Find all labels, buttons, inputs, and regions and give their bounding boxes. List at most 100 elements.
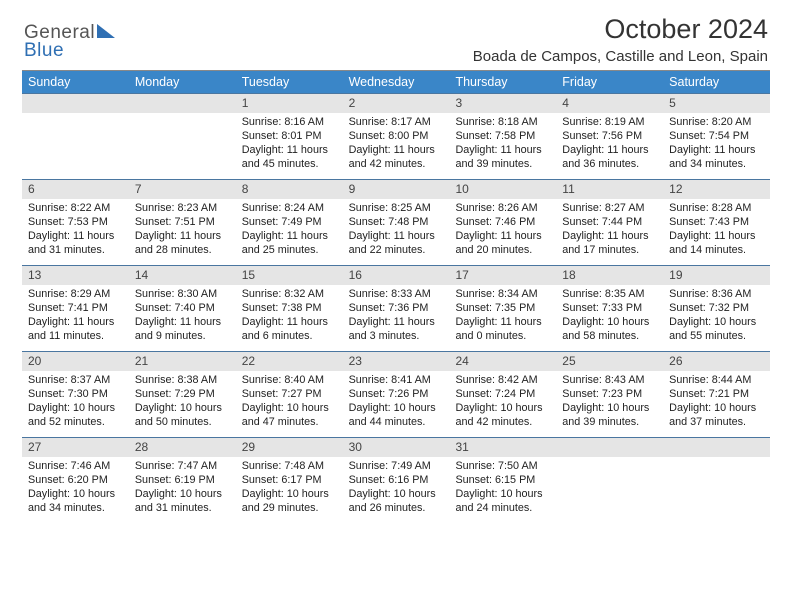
daylight-text-2: and 58 minutes. — [562, 330, 657, 344]
brand-logo: General Blue — [24, 22, 115, 66]
sunset-text: Sunset: 6:20 PM — [28, 474, 123, 488]
daylight-text-2: and 0 minutes. — [455, 330, 550, 344]
daylight-text-1: Daylight: 10 hours — [28, 488, 123, 502]
daylight-text-2: and 37 minutes. — [669, 416, 764, 430]
day-number: 27 — [22, 437, 129, 457]
calendar-cell: 20Sunrise: 8:37 AMSunset: 7:30 PMDayligh… — [22, 351, 129, 437]
daylight-text-1: Daylight: 11 hours — [135, 316, 230, 330]
day-number: 4 — [556, 93, 663, 113]
day-number: 5 — [663, 93, 770, 113]
daylight-text-1: Daylight: 11 hours — [242, 144, 337, 158]
calendar-cell: 23Sunrise: 8:41 AMSunset: 7:26 PMDayligh… — [343, 351, 450, 437]
day-body: Sunrise: 8:33 AMSunset: 7:36 PMDaylight:… — [343, 285, 450, 345]
calendar-cell: 16Sunrise: 8:33 AMSunset: 7:36 PMDayligh… — [343, 265, 450, 351]
sunrise-text: Sunrise: 8:34 AM — [455, 288, 550, 302]
daylight-text-2: and 31 minutes. — [28, 244, 123, 258]
day-number: 18 — [556, 265, 663, 285]
day-body: Sunrise: 7:50 AMSunset: 6:15 PMDaylight:… — [449, 457, 556, 517]
daylight-text-1: Daylight: 10 hours — [455, 488, 550, 502]
day-number — [556, 437, 663, 457]
daylight-text-1: Daylight: 11 hours — [242, 316, 337, 330]
sunset-text: Sunset: 6:15 PM — [455, 474, 550, 488]
calendar-week: 20Sunrise: 8:37 AMSunset: 7:30 PMDayligh… — [22, 351, 770, 437]
calendar-week: 1Sunrise: 8:16 AMSunset: 8:01 PMDaylight… — [22, 93, 770, 179]
daylight-text-1: Daylight: 11 hours — [669, 230, 764, 244]
calendar-cell: 24Sunrise: 8:42 AMSunset: 7:24 PMDayligh… — [449, 351, 556, 437]
day-body: Sunrise: 8:17 AMSunset: 8:00 PMDaylight:… — [343, 113, 450, 173]
calendar-cell: 13Sunrise: 8:29 AMSunset: 7:41 PMDayligh… — [22, 265, 129, 351]
day-number: 28 — [129, 437, 236, 457]
day-number: 9 — [343, 179, 450, 199]
daylight-text-2: and 22 minutes. — [349, 244, 444, 258]
calendar-cell: 18Sunrise: 8:35 AMSunset: 7:33 PMDayligh… — [556, 265, 663, 351]
day-body: Sunrise: 8:30 AMSunset: 7:40 PMDaylight:… — [129, 285, 236, 345]
sunset-text: Sunset: 7:44 PM — [562, 216, 657, 230]
page-header: General Blue October 2024 Boada de Campo… — [22, 18, 770, 66]
weekday-header-row: SundayMondayTuesdayWednesdayThursdayFrid… — [22, 71, 770, 93]
daylight-text-2: and 52 minutes. — [28, 416, 123, 430]
day-body: Sunrise: 8:23 AMSunset: 7:51 PMDaylight:… — [129, 199, 236, 259]
calendar-cell: 1Sunrise: 8:16 AMSunset: 8:01 PMDaylight… — [236, 93, 343, 179]
day-body: Sunrise: 8:18 AMSunset: 7:58 PMDaylight:… — [449, 113, 556, 173]
sunset-text: Sunset: 7:30 PM — [28, 388, 123, 402]
sunrise-text: Sunrise: 8:38 AM — [135, 374, 230, 388]
sunrise-text: Sunrise: 7:46 AM — [28, 460, 123, 474]
calendar-cell: 17Sunrise: 8:34 AMSunset: 7:35 PMDayligh… — [449, 265, 556, 351]
calendar-cell: 22Sunrise: 8:40 AMSunset: 7:27 PMDayligh… — [236, 351, 343, 437]
daylight-text-2: and 3 minutes. — [349, 330, 444, 344]
sunset-text: Sunset: 7:23 PM — [562, 388, 657, 402]
day-body: Sunrise: 8:41 AMSunset: 7:26 PMDaylight:… — [343, 371, 450, 431]
sunset-text: Sunset: 7:29 PM — [135, 388, 230, 402]
daylight-text-1: Daylight: 10 hours — [135, 488, 230, 502]
calendar-cell: 28 Sunrise: 7:47 AMSunset: 6:19 PMDayligh… — [129, 437, 236, 523]
day-number: 7 — [129, 179, 236, 199]
daylight-text-1: Daylight: 10 hours — [669, 402, 764, 416]
sunset-text: Sunset: 7:41 PM — [28, 302, 123, 316]
sunset-text: Sunset: 7:32 PM — [669, 302, 764, 316]
daylight-text-2: and 26 minutes. — [349, 502, 444, 516]
weekday-header: Monday — [129, 71, 236, 93]
sunrise-text: Sunrise: 7:48 AM — [242, 460, 337, 474]
day-body: Sunrise: 7:49 AMSunset: 6:16 PMDaylight:… — [343, 457, 450, 517]
daylight-text-2: and 29 minutes. — [242, 502, 337, 516]
daylight-text-2: and 39 minutes. — [562, 416, 657, 430]
calendar-cell: 5Sunrise: 8:20 AMSunset: 7:54 PMDaylight… — [663, 93, 770, 179]
daylight-text-1: Daylight: 11 hours — [455, 144, 550, 158]
daylight-text-1: Daylight: 10 hours — [669, 316, 764, 330]
location-subtitle: Boada de Campos, Castille and Leon, Spai… — [473, 48, 768, 65]
daylight-text-2: and 44 minutes. — [349, 416, 444, 430]
sunrise-text: Sunrise: 8:19 AM — [562, 116, 657, 130]
calendar-cell: 14Sunrise: 8:30 AMSunset: 7:40 PMDayligh… — [129, 265, 236, 351]
daylight-text-1: Daylight: 11 hours — [28, 230, 123, 244]
page-title: October 2024 — [604, 14, 768, 45]
sunset-text: Sunset: 7:21 PM — [669, 388, 764, 402]
sunrise-text: Sunrise: 8:35 AM — [562, 288, 657, 302]
sunrise-text: Sunrise: 8:33 AM — [349, 288, 444, 302]
weekday-header: Sunday — [22, 71, 129, 93]
calendar-cell: 3Sunrise: 8:18 AMSunset: 7:58 PMDaylight… — [449, 93, 556, 179]
daylight-text-2: and 28 minutes. — [135, 244, 230, 258]
weekday-header: Friday — [556, 71, 663, 93]
daylight-text-2: and 34 minutes. — [669, 158, 764, 172]
sunrise-text: Sunrise: 7:47 AM — [135, 460, 230, 474]
sunset-text: Sunset: 7:58 PM — [455, 130, 550, 144]
day-number: 3 — [449, 93, 556, 113]
calendar-cell: 11Sunrise: 8:27 AMSunset: 7:44 PMDayligh… — [556, 179, 663, 265]
sunrise-text: Sunrise: 8:25 AM — [349, 202, 444, 216]
day-number: 22 — [236, 351, 343, 371]
sunset-text: Sunset: 6:17 PM — [242, 474, 337, 488]
sunset-text: Sunset: 8:00 PM — [349, 130, 444, 144]
day-body: Sunrise: 7:46 AMSunset: 6:20 PMDaylight:… — [22, 457, 129, 517]
daylight-text-2: and 25 minutes. — [242, 244, 337, 258]
sunrise-text: Sunrise: 8:20 AM — [669, 116, 764, 130]
day-body: Sunrise: 8:36 AMSunset: 7:32 PMDaylight:… — [663, 285, 770, 345]
sunrise-text: Sunrise: 8:37 AM — [28, 374, 123, 388]
day-body: Sunrise: 8:29 AMSunset: 7:41 PMDaylight:… — [22, 285, 129, 345]
daylight-text-2: and 6 minutes. — [242, 330, 337, 344]
daylight-text-1: Daylight: 11 hours — [562, 230, 657, 244]
sunset-text: Sunset: 6:19 PM — [135, 474, 230, 488]
sunrise-text: Sunrise: 8:41 AM — [349, 374, 444, 388]
sunset-text: Sunset: 7:56 PM — [562, 130, 657, 144]
daylight-text-2: and 42 minutes. — [349, 158, 444, 172]
daylight-text-1: Daylight: 11 hours — [349, 230, 444, 244]
